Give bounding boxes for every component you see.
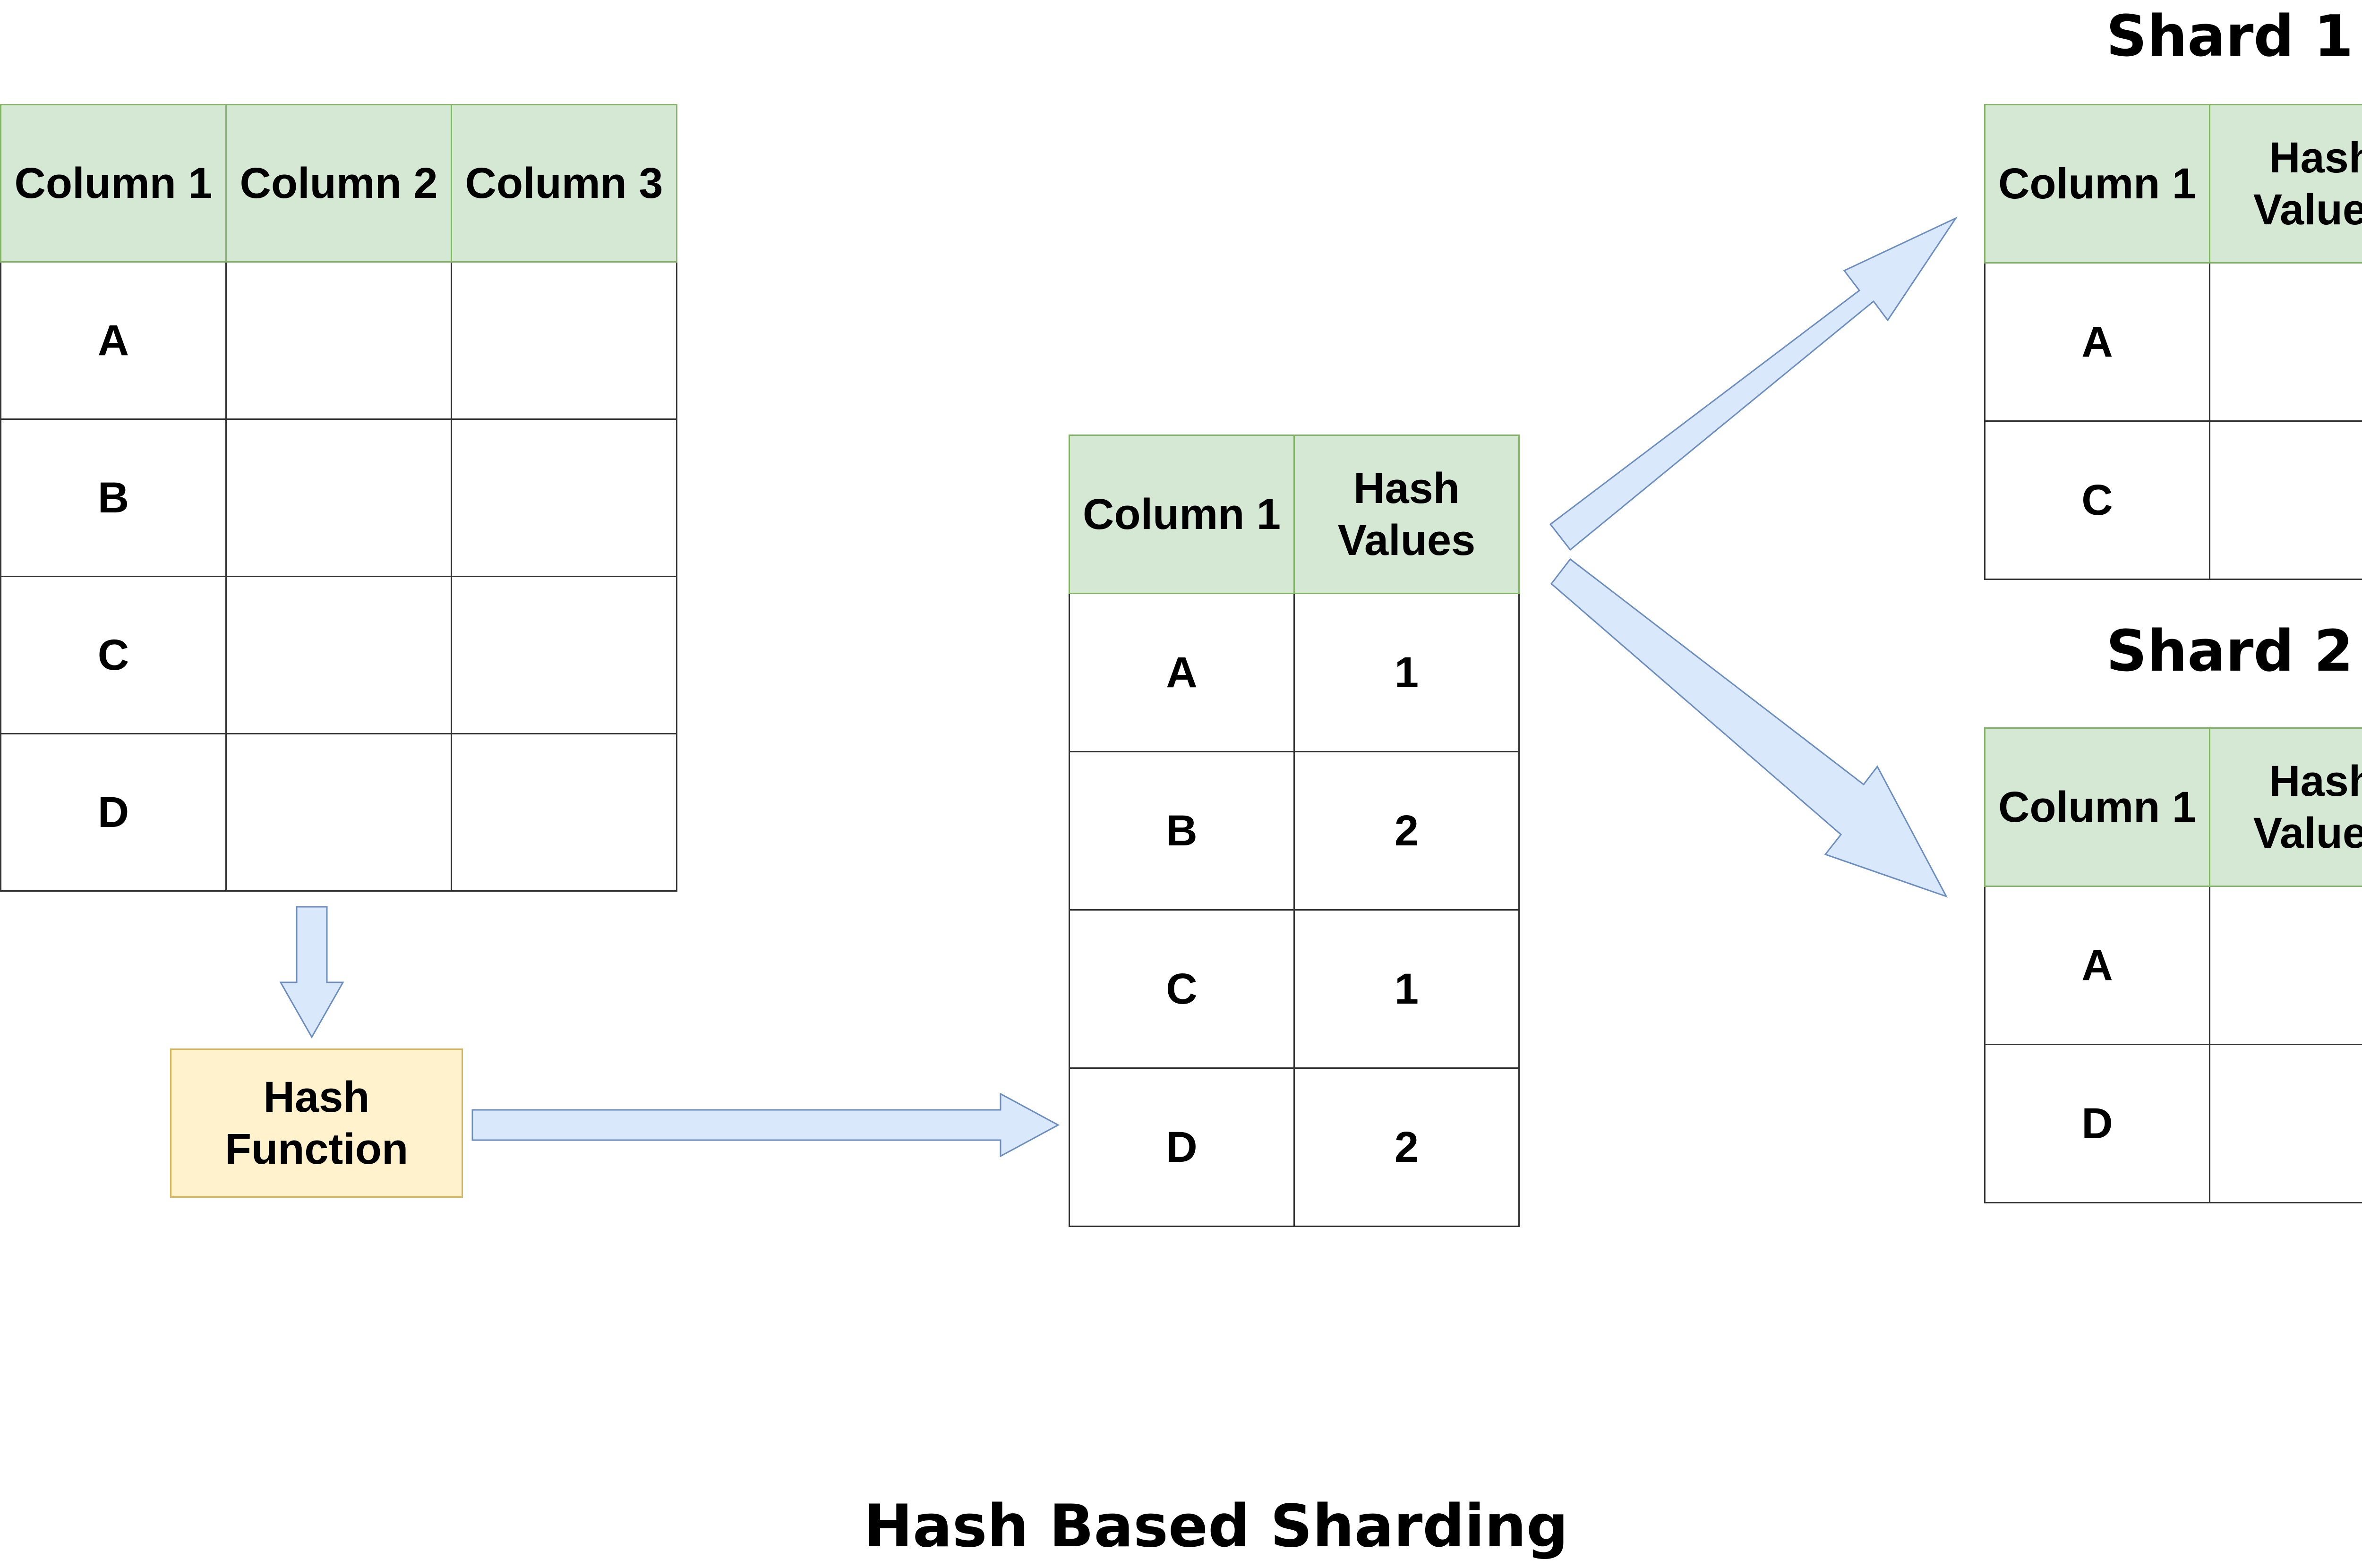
source-cell bbox=[451, 418, 677, 577]
shard-2-title: Shard 2 bbox=[2106, 619, 2353, 684]
arrow-to-hash-table bbox=[471, 1092, 1060, 1158]
source-cell: D bbox=[0, 733, 227, 892]
shard-1-row: A bbox=[1984, 262, 2362, 422]
shard-1-key-cell: A bbox=[1984, 262, 2210, 422]
hash-value-cell: 2 bbox=[1293, 1067, 1520, 1227]
shard-2-value-cell bbox=[2209, 1044, 2362, 1203]
shard-1-row: C bbox=[1984, 420, 2362, 580]
shard-1-key-cell: C bbox=[1984, 420, 2210, 580]
source-cell bbox=[225, 261, 452, 420]
shard-1-title: Shard 1 bbox=[2106, 4, 2353, 69]
shard-2-header-column-1: Column 1 bbox=[1984, 727, 2210, 887]
hash-key-cell: B bbox=[1069, 751, 1295, 911]
hash-header-column-1: Column 1 bbox=[1069, 435, 1295, 594]
arrow-to-hash-function bbox=[279, 906, 344, 1039]
shard-1-header-line2: Values bbox=[2253, 186, 2362, 234]
hash-value-cell: 1 bbox=[1293, 909, 1520, 1069]
source-cell bbox=[451, 576, 677, 734]
source-header-column-2: Column 2 bbox=[225, 104, 452, 263]
diagram-title: Hash Based Sharding bbox=[864, 1492, 1568, 1560]
hash-value-cell: 2 bbox=[1293, 751, 1520, 911]
hash-key-cell: A bbox=[1069, 593, 1295, 752]
shard-1-header-line1: Hash bbox=[2269, 133, 2362, 182]
shard-2-row: A bbox=[1984, 886, 2362, 1045]
shard-2-key-cell: A bbox=[1984, 886, 2210, 1045]
arrow-to-shard-1 bbox=[1549, 216, 1958, 551]
shard-1-value-cell bbox=[2209, 262, 2362, 422]
source-cell bbox=[451, 261, 677, 420]
shard-2-header-line1: Hash bbox=[2269, 757, 2362, 805]
source-table-row: A bbox=[0, 261, 677, 420]
hash-key-cell: C bbox=[1069, 909, 1295, 1069]
hash-header-line1: Hash bbox=[1353, 464, 1460, 512]
source-header-column-1: Column 1 bbox=[0, 104, 227, 263]
hash-values-table: Column 1 Hash Values A 1 B 2 C 1 D 2 bbox=[1069, 435, 1520, 1227]
shard-1-header-column-1: Column 1 bbox=[1984, 104, 2210, 264]
source-cell bbox=[451, 733, 677, 892]
hash-function-box: Hash Function bbox=[170, 1048, 463, 1198]
source-cell: B bbox=[0, 418, 227, 577]
hash-header-line2: Values bbox=[1337, 516, 1476, 564]
source-table-row: D bbox=[0, 733, 677, 892]
hash-header-hash-values: Hash Values bbox=[1293, 435, 1520, 594]
shard-2-header-line2: Values bbox=[2253, 809, 2362, 857]
source-table-row: C bbox=[0, 576, 677, 734]
hash-table-row: D 2 bbox=[1069, 1067, 1520, 1227]
shard-2-row: D bbox=[1984, 1044, 2362, 1203]
source-cell bbox=[225, 418, 452, 577]
hash-table-row: A 1 bbox=[1069, 593, 1520, 752]
hash-function-label-line1: Hash bbox=[263, 1073, 370, 1121]
hash-key-cell: D bbox=[1069, 1067, 1295, 1227]
hash-table-row: C 1 bbox=[1069, 909, 1520, 1069]
arrow-to-shard-2 bbox=[1550, 558, 1948, 898]
hash-table-header-row: Column 1 Hash Values bbox=[1069, 435, 1520, 594]
shard-2-value-cell bbox=[2209, 886, 2362, 1045]
shard-2-key-cell: D bbox=[1984, 1044, 2210, 1203]
source-cell: A bbox=[0, 261, 227, 420]
hash-function-label-line2: Function bbox=[224, 1125, 409, 1173]
source-cell: C bbox=[0, 576, 227, 734]
source-cell bbox=[225, 733, 452, 892]
source-table-header-row: Column 1 Column 2 Column 3 bbox=[0, 104, 677, 263]
shard-1-value-cell bbox=[2209, 420, 2362, 580]
source-cell bbox=[225, 576, 452, 734]
hash-table-row: B 2 bbox=[1069, 751, 1520, 911]
source-table-row: B bbox=[0, 418, 677, 577]
source-header-column-3: Column 3 bbox=[451, 104, 677, 263]
source-table: Column 1 Column 2 Column 3 A B C D bbox=[0, 104, 677, 892]
hash-value-cell: 1 bbox=[1293, 593, 1520, 752]
